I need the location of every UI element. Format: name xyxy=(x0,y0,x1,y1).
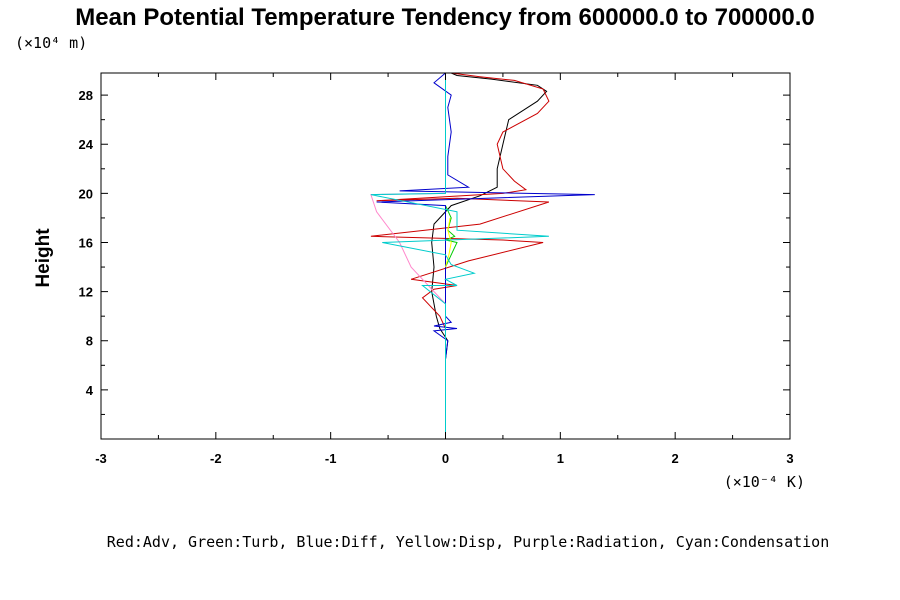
y-tick-label: 24 xyxy=(79,137,94,152)
y-axis-label: Height xyxy=(33,228,54,288)
series-lines xyxy=(370,72,595,439)
y-tick-marks xyxy=(101,94,790,415)
x-tick-label: 1 xyxy=(557,451,564,466)
y-tick-label: 12 xyxy=(79,285,93,300)
series-line-5 xyxy=(370,192,446,305)
legend-text: Red:Adv, Green:Turb, Blue:Diff, Yellow:D… xyxy=(107,533,829,551)
y-tick-label: 16 xyxy=(79,235,93,250)
x-unit-label: (×10⁻⁴ K) xyxy=(724,473,805,491)
x-tick-label: 2 xyxy=(672,451,679,466)
series-line-3 xyxy=(376,72,595,360)
x-tick-marks xyxy=(100,73,791,439)
x-tick-labels: -3 -2 -1 0 1 2 3 xyxy=(95,451,793,466)
y-tick-label: 8 xyxy=(86,334,93,349)
series-line-1 xyxy=(370,72,550,360)
x-tick-label: -2 xyxy=(210,451,222,466)
x-tick-label: -1 xyxy=(325,451,337,466)
y-tick-label: 20 xyxy=(79,186,93,201)
y-tick-label: 4 xyxy=(86,383,94,398)
x-tick-label: 0 xyxy=(442,451,449,466)
series-line-6 xyxy=(370,73,549,439)
y-tick-labels: 4 8 12 16 20 24 28 xyxy=(79,88,94,398)
x-tick-label: 3 xyxy=(786,451,793,466)
chart-title: Mean Potential Temperature Tendency from… xyxy=(75,4,814,31)
y-tick-label: 28 xyxy=(79,88,93,103)
y-unit-label: (×10⁴ m) xyxy=(15,34,87,52)
x-tick-label: -3 xyxy=(95,451,107,466)
